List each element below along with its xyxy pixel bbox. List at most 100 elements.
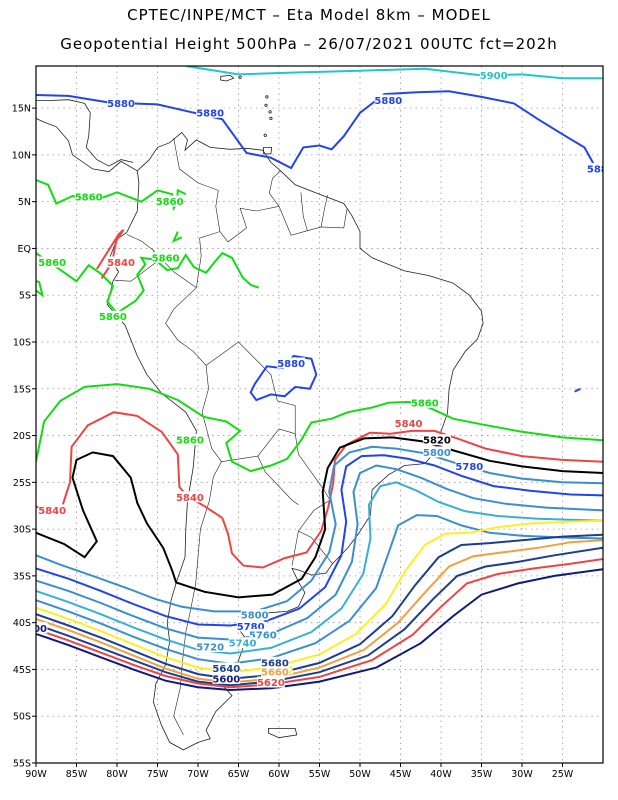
contour-5620 bbox=[36, 558, 603, 689]
lon-tick-label: 40W bbox=[430, 769, 452, 780]
contour-label: 5900 bbox=[480, 71, 508, 82]
contour-label: 5760 bbox=[249, 630, 277, 641]
lon-tick-label: 50W bbox=[349, 769, 371, 780]
lon-tick-label: 80W bbox=[106, 769, 128, 780]
contour-5860 bbox=[171, 231, 183, 244]
contour-label: 5860 bbox=[176, 436, 204, 447]
central-america-coastline bbox=[36, 118, 138, 173]
contour-label-bg bbox=[38, 256, 66, 268]
contour-label: 5800 bbox=[241, 611, 269, 622]
contour-label: 588 bbox=[587, 164, 608, 175]
contour-label: 5620 bbox=[257, 678, 285, 689]
contour-5640 bbox=[36, 546, 603, 687]
lon-tick-label: 65W bbox=[228, 769, 250, 780]
lat-tick-label: EQ bbox=[18, 244, 31, 255]
contour-5860 bbox=[36, 383, 603, 473]
contour-label: 5860 bbox=[156, 197, 184, 208]
lat-tick-label: 55S bbox=[13, 759, 31, 770]
contour-label: 5780 bbox=[455, 462, 483, 473]
contour-label-bg bbox=[176, 491, 204, 503]
contour-label-bg bbox=[261, 656, 289, 668]
contour-label-bg bbox=[196, 640, 224, 652]
lat-tick-label: 15S bbox=[13, 384, 31, 395]
contour-label-bg bbox=[74, 190, 103, 202]
island bbox=[238, 75, 242, 79]
lon-tick-label: 85W bbox=[66, 769, 88, 780]
contour-label-bg bbox=[236, 620, 265, 632]
contour-label: 5840 bbox=[107, 258, 135, 269]
contour-label-bg bbox=[240, 609, 269, 621]
contour-label: 5880 bbox=[196, 108, 224, 119]
contour-5720 bbox=[36, 514, 603, 665]
contour-label-bg bbox=[394, 417, 423, 429]
lat-tick-label: 10N bbox=[12, 150, 31, 161]
contour-label-bg bbox=[257, 676, 285, 688]
contour-label: 5880 bbox=[374, 96, 402, 107]
contour-label-bg bbox=[176, 434, 204, 446]
contour-5860 bbox=[36, 280, 45, 298]
contour-label-bg bbox=[423, 434, 451, 446]
latitude-labels: 15N 10N 5N EQ 5S 10S 15S 20S 25S 30S 35S 40S 45S 50S 5… bbox=[12, 104, 36, 770]
island bbox=[263, 133, 267, 137]
lon-tick-label: 45W bbox=[390, 769, 412, 780]
contour-label-bg bbox=[277, 357, 305, 369]
island bbox=[268, 110, 272, 114]
contour-5820 bbox=[36, 436, 603, 599]
contour-5900 bbox=[185, 66, 603, 80]
lat-tick-label: 30S bbox=[13, 525, 31, 536]
contour-label: 5860 bbox=[38, 258, 66, 269]
lat-tick-label: 40S bbox=[13, 618, 31, 629]
contour-label: 5860 bbox=[411, 398, 439, 409]
contour-label-bg bbox=[261, 666, 289, 678]
contour-label-bg bbox=[411, 396, 439, 408]
contour-label-bg bbox=[151, 251, 180, 263]
lon-tick-label: 60W bbox=[268, 769, 290, 780]
lon-tick-label: 90W bbox=[25, 769, 47, 780]
contour-label: 5820 bbox=[423, 436, 451, 447]
contour-label-bg bbox=[99, 310, 127, 322]
contour-label: 5860 bbox=[99, 312, 127, 323]
contour-label: 5860 bbox=[75, 192, 103, 203]
country-border bbox=[278, 206, 348, 236]
contour-label-bg bbox=[479, 69, 508, 81]
contour-label-bg bbox=[196, 106, 224, 118]
lon-tick-label: 25W bbox=[552, 769, 574, 780]
country-border bbox=[173, 137, 221, 288]
lat-tick-label: 15N bbox=[12, 104, 31, 115]
lat-tick-label: 25S bbox=[13, 478, 31, 489]
contour-label: 5600 bbox=[212, 674, 240, 685]
contour-label-bg bbox=[455, 460, 484, 472]
south-america-coastline bbox=[106, 131, 484, 751]
contour-label-bg bbox=[249, 628, 277, 640]
contour-label: 5800 bbox=[423, 448, 451, 459]
puerto-rico-coastline bbox=[220, 74, 235, 82]
falklands-coastline bbox=[268, 728, 298, 739]
lat-tick-label: 5S bbox=[19, 291, 31, 302]
lat-tick-label: 20S bbox=[13, 431, 31, 442]
contour-label: 5660 bbox=[261, 668, 289, 679]
country-border bbox=[268, 170, 281, 207]
lon-tick-label: 70W bbox=[187, 769, 209, 780]
lon-tick-label: 30W bbox=[511, 769, 533, 780]
country-border bbox=[257, 455, 299, 506]
lon-tick-label: 75W bbox=[147, 769, 169, 780]
country-border bbox=[300, 192, 308, 231]
contour-5840 bbox=[36, 411, 603, 569]
contour-label: 5880 bbox=[107, 99, 135, 110]
contour-label-bg bbox=[107, 97, 135, 109]
country-border bbox=[219, 206, 280, 243]
central-america-caribbean-coast bbox=[36, 99, 134, 167]
country-border bbox=[257, 428, 296, 457]
contour-5880 bbox=[36, 90, 596, 170]
contour-label: 5640 bbox=[212, 664, 240, 675]
island bbox=[269, 116, 273, 120]
contour-label: 00 bbox=[33, 624, 47, 635]
contour-label: 5680 bbox=[261, 658, 289, 669]
contour-label: 5780 bbox=[237, 622, 265, 633]
contour-5880 bbox=[574, 387, 581, 393]
contour-label-bg bbox=[423, 446, 451, 458]
contour-label-bg bbox=[212, 662, 241, 674]
contour-label-bg bbox=[38, 504, 66, 516]
contour-5680 bbox=[36, 533, 603, 680]
lat-tick-label: 5N bbox=[18, 197, 31, 208]
